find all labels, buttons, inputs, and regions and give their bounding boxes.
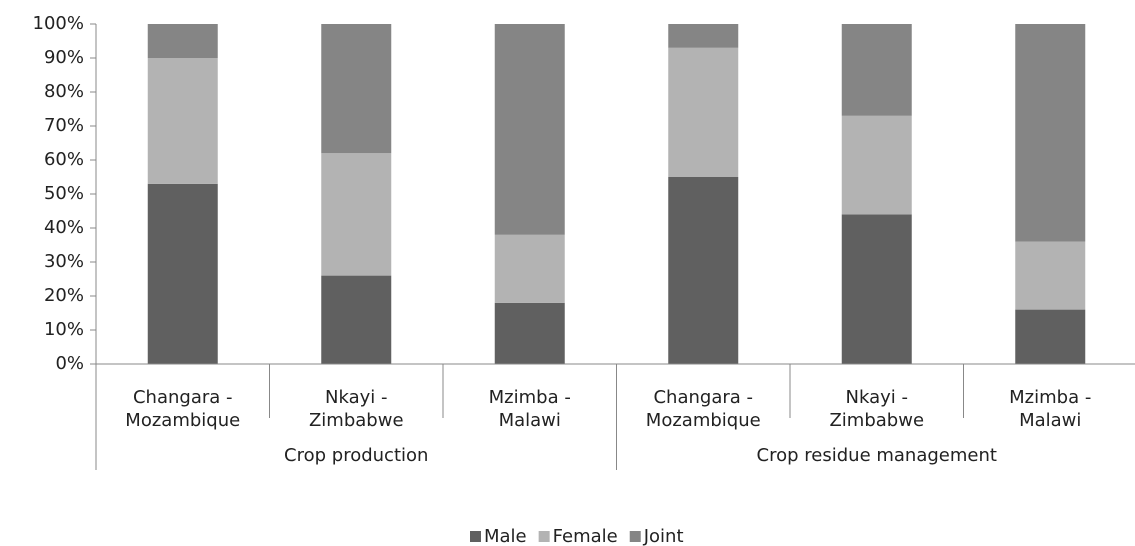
y-tick-label: 30% [44,251,84,272]
group-label: Crop production [284,445,428,466]
bar-segment [1015,24,1086,242]
bar-segment [321,153,392,276]
legend-label: Joint [643,526,684,546]
legend-swatch [538,531,550,542]
legend-swatch [629,531,641,542]
bar-segment [1015,241,1086,310]
y-tick-label: 100% [33,13,84,34]
x-tick-label: Nkayi -Zimbabwe [309,387,404,431]
x-tick-label: Mzimba -Malawi [1009,387,1091,431]
y-tick-label: 90% [44,47,84,68]
x-tick-label: Nkayi -Zimbabwe [829,387,924,431]
bar-segment [668,177,739,364]
bar-segment [494,24,565,235]
bar-segment [321,24,392,154]
bar-segment [841,115,912,215]
legend-label: Female [553,526,618,546]
bar-segment [841,214,912,364]
bar-segment [147,24,218,58]
bar-segment [147,183,218,364]
y-tick-label: 0% [55,353,84,374]
y-tick-label: 40% [44,217,84,238]
y-tick-label: 60% [44,149,84,170]
bar-segment [147,58,218,184]
bar-segment [841,24,912,116]
bar-segment [1015,309,1086,364]
bar-segment [494,302,565,364]
y-tick-label: 50% [44,183,84,204]
legend-label: Male [484,526,527,546]
y-tick-label: 80% [44,81,84,102]
y-tick-label: 20% [44,285,84,306]
y-tick-label: 70% [44,115,84,136]
x-tick-label: Changara -Mozambique [125,387,240,431]
bar-segment [321,275,392,364]
bar-segment [668,47,739,177]
bar-segment [494,234,565,303]
legend-swatch [470,531,481,542]
x-tick-label: Changara -Mozambique [646,387,761,431]
y-tick-label: 10% [44,319,84,340]
x-tick-label: Mzimba -Malawi [489,387,571,431]
group-label: Crop residue management [757,445,997,466]
bar-segment [668,24,739,48]
